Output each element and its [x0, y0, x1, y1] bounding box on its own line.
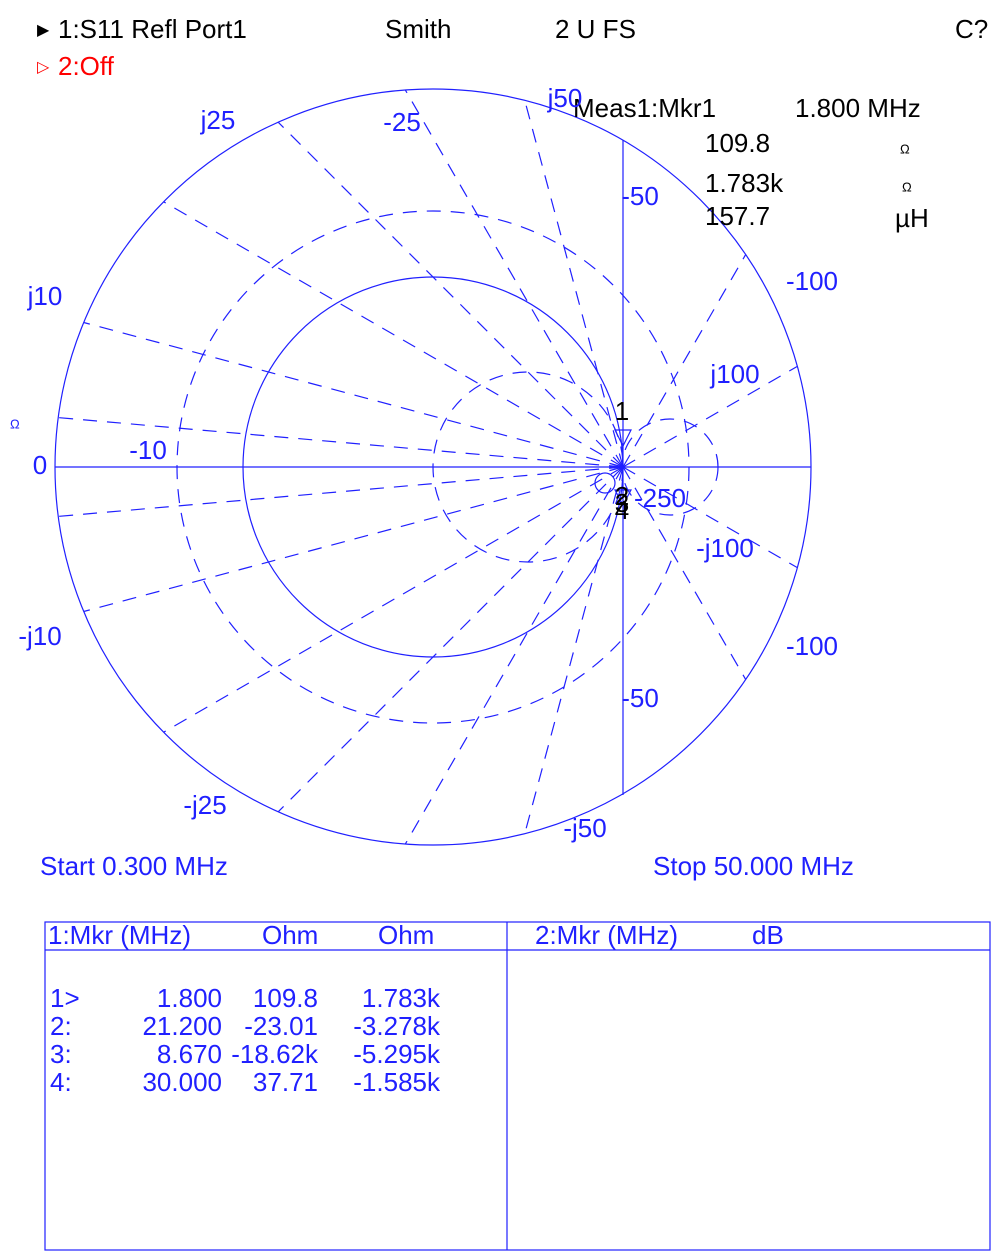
readout-unit: µH: [895, 203, 929, 233]
grid-ray: [622, 254, 747, 468]
grid-ray: [58, 466, 624, 518]
table-cell: 1.783k: [362, 983, 441, 1013]
table-cell: 21.200: [142, 1011, 222, 1041]
readout-unit: Ω: [900, 141, 910, 156]
smith-grid: [54, 88, 812, 846]
marker-triangle: [614, 489, 632, 507]
readout-value: 109.8: [705, 128, 770, 158]
format: Smith: [385, 14, 451, 44]
grid-label: j10: [27, 281, 63, 311]
grid-label: -50: [621, 181, 659, 211]
grid-label: -100: [786, 631, 838, 661]
readout-frequency: 1.800 MHz: [795, 93, 921, 123]
grid-label: j100: [709, 359, 759, 389]
marker-label: 3: [615, 488, 629, 518]
grid-label: -100: [786, 266, 838, 296]
scale: 2 U FS: [555, 14, 636, 44]
table-cell: 8.670: [157, 1039, 222, 1069]
status: C?: [955, 14, 988, 44]
table-cell: -3.278k: [353, 1011, 441, 1041]
grid-label: -j10: [18, 621, 61, 651]
table2-header: dB: [752, 920, 784, 950]
grid-ray: [622, 466, 798, 569]
grid-ray: [524, 100, 624, 468]
grid-ray: [83, 321, 624, 468]
trace-loop: [594, 472, 616, 494]
grid-ray: [163, 201, 624, 468]
grid-label: -250: [634, 483, 686, 513]
table-cell: 3:: [50, 1039, 72, 1069]
table-cell: -1.585k: [353, 1067, 441, 1097]
readout-value: 157.7: [705, 201, 770, 231]
trace1: 1:S11 Refl Port1: [58, 14, 247, 44]
grid-ray: [83, 466, 624, 613]
grid-label: j50: [547, 83, 583, 113]
grid-label: -10: [129, 435, 167, 465]
table-cell: 1>: [50, 983, 80, 1013]
marker-label: 4: [615, 495, 629, 525]
table-cell: 2:: [50, 1011, 72, 1041]
readout-unit: Ω: [902, 179, 912, 194]
active-icon: ▶: [37, 22, 50, 39]
readout-title: Meas1:Mkr1: [573, 93, 716, 123]
grid-ray: [277, 466, 624, 813]
table1-header: Ohm: [262, 920, 318, 950]
tables: 1:Mkr (MHz) Ohm Ohm 2:Mkr (MHz) dB: [44, 920, 991, 1251]
grid-ray: [277, 121, 624, 468]
trace2: 2:Off: [58, 51, 115, 81]
grid-ray: [622, 466, 747, 680]
marker-label: 1: [615, 396, 629, 426]
grid-ray: [524, 466, 624, 834]
side-unit: Ω: [10, 416, 20, 431]
readout-value: 1.783k: [705, 168, 784, 198]
table-cell: 109.8: [253, 983, 318, 1013]
table-frame: [44, 921, 991, 1251]
table1-header: 1:Mkr (MHz): [48, 920, 191, 950]
grid-label: -25: [383, 107, 421, 137]
start: Start 0.300 MHz: [40, 851, 228, 881]
table-cell: 37.71: [253, 1067, 318, 1097]
grid-ray: [404, 466, 624, 845]
table-cell: -5.295k: [353, 1039, 441, 1069]
table-cell: 30.000: [142, 1067, 222, 1097]
grid-label: j25: [200, 105, 236, 135]
grid-label: -50: [621, 683, 659, 713]
table1-header: Ohm: [378, 920, 434, 950]
table-cell: 1.800: [157, 983, 222, 1013]
table-cell: 4:: [50, 1067, 72, 1097]
grid-ray: [622, 365, 798, 468]
rays: [58, 89, 798, 845]
grid-label: -j25: [183, 790, 226, 820]
grid-ray: [404, 89, 624, 468]
table-cell: -18.62k: [231, 1039, 319, 1069]
grid-label: -j100: [696, 533, 754, 563]
grid-ray: [163, 466, 624, 733]
grid-label: 0: [33, 450, 47, 480]
stop: Stop 50.000 MHz: [653, 851, 854, 881]
table2-header: 2:Mkr (MHz): [535, 920, 678, 950]
table-cell: -23.01: [244, 1011, 318, 1041]
marker-label: 2: [615, 481, 629, 511]
marker-triangle: [614, 429, 632, 448]
inactive-icon: ▷: [37, 59, 50, 76]
grid-label: -j50: [563, 813, 606, 843]
